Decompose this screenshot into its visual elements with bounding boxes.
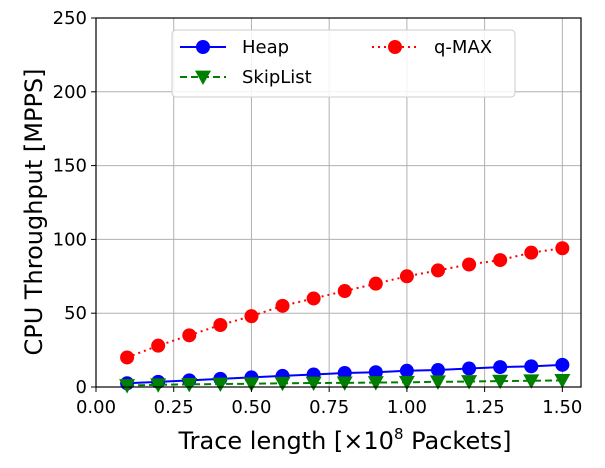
legend-entries: Heap q-MAX SkipList bbox=[180, 37, 492, 88]
data-point bbox=[493, 253, 508, 268]
x-tick-label: 1.50 bbox=[542, 397, 582, 418]
data-point bbox=[555, 357, 570, 372]
series-2 bbox=[120, 241, 570, 365]
data-point bbox=[181, 377, 198, 393]
plot-frame bbox=[95, 17, 582, 388]
data-point bbox=[430, 363, 445, 378]
legend-frame bbox=[171, 29, 516, 98]
legend-marker bbox=[195, 70, 211, 85]
data-point bbox=[554, 373, 571, 389]
legend-item: q-MAX bbox=[372, 37, 492, 58]
x-tick-label: 0.00 bbox=[76, 397, 116, 418]
data-point bbox=[243, 377, 260, 392]
y-axis-ticks: 0 50 100 150 200 250 bbox=[53, 8, 96, 398]
legend-item: Heap bbox=[180, 37, 289, 58]
data-point bbox=[524, 359, 539, 374]
legend: Heap q-MAX SkipList bbox=[171, 29, 516, 98]
data-point bbox=[337, 284, 352, 299]
x-axis-ticks: 0.00 0.25 0.50 0.75 1.00 1.25 1.50 bbox=[76, 387, 582, 418]
legend-item: SkipList bbox=[180, 67, 312, 88]
data-point bbox=[150, 378, 167, 393]
data-point bbox=[305, 376, 322, 392]
y-axis-label: CPU Throughput [MPPS] bbox=[20, 68, 48, 355]
data-point bbox=[274, 376, 291, 392]
data-point bbox=[429, 375, 446, 390]
y-tick-label: 100 bbox=[53, 229, 87, 250]
legend-marker bbox=[196, 40, 210, 54]
data-point bbox=[399, 363, 414, 378]
data-point bbox=[462, 257, 477, 272]
series-1 bbox=[119, 373, 571, 394]
x-tick-label: 0.25 bbox=[154, 397, 194, 418]
data-point bbox=[461, 375, 478, 390]
data-point bbox=[367, 376, 384, 391]
data-point bbox=[182, 328, 197, 343]
data-point bbox=[523, 374, 540, 389]
data-point bbox=[493, 360, 508, 375]
y-tick-label: 250 bbox=[53, 8, 87, 29]
data-point bbox=[430, 263, 445, 278]
data-point bbox=[244, 309, 259, 324]
data-point bbox=[119, 379, 136, 394]
y-tick-label: 0 bbox=[76, 377, 87, 398]
y-tick-label: 150 bbox=[53, 156, 87, 177]
data-point bbox=[213, 318, 228, 333]
data-point bbox=[555, 241, 570, 256]
x-axis-label: Trace length [×108 Packets] bbox=[178, 425, 512, 455]
x-tick-label: 0.50 bbox=[231, 397, 271, 418]
legend-label: q-MAX bbox=[434, 37, 492, 58]
data-point bbox=[275, 298, 290, 313]
data-point bbox=[120, 350, 135, 365]
data-point bbox=[212, 377, 229, 393]
data-point bbox=[306, 291, 321, 306]
legend-label: SkipList bbox=[242, 67, 312, 88]
y-tick-label: 50 bbox=[64, 303, 87, 324]
data-point bbox=[399, 269, 414, 284]
series-line bbox=[127, 379, 563, 387]
data-point bbox=[398, 375, 415, 391]
x-tick-label: 1.25 bbox=[465, 397, 505, 418]
data-point bbox=[462, 361, 477, 376]
y-tick-label: 200 bbox=[53, 82, 87, 103]
legend-label: Heap bbox=[242, 37, 289, 58]
data-point bbox=[524, 245, 539, 260]
data-point bbox=[492, 374, 509, 390]
data-point bbox=[151, 338, 166, 353]
x-tick-label: 0.75 bbox=[309, 397, 349, 418]
x-tick-label: 1.00 bbox=[387, 397, 427, 418]
data-point bbox=[368, 365, 383, 380]
series-layer bbox=[119, 241, 571, 394]
data-point bbox=[368, 276, 383, 291]
legend-marker bbox=[388, 40, 402, 54]
data-point bbox=[336, 376, 353, 391]
